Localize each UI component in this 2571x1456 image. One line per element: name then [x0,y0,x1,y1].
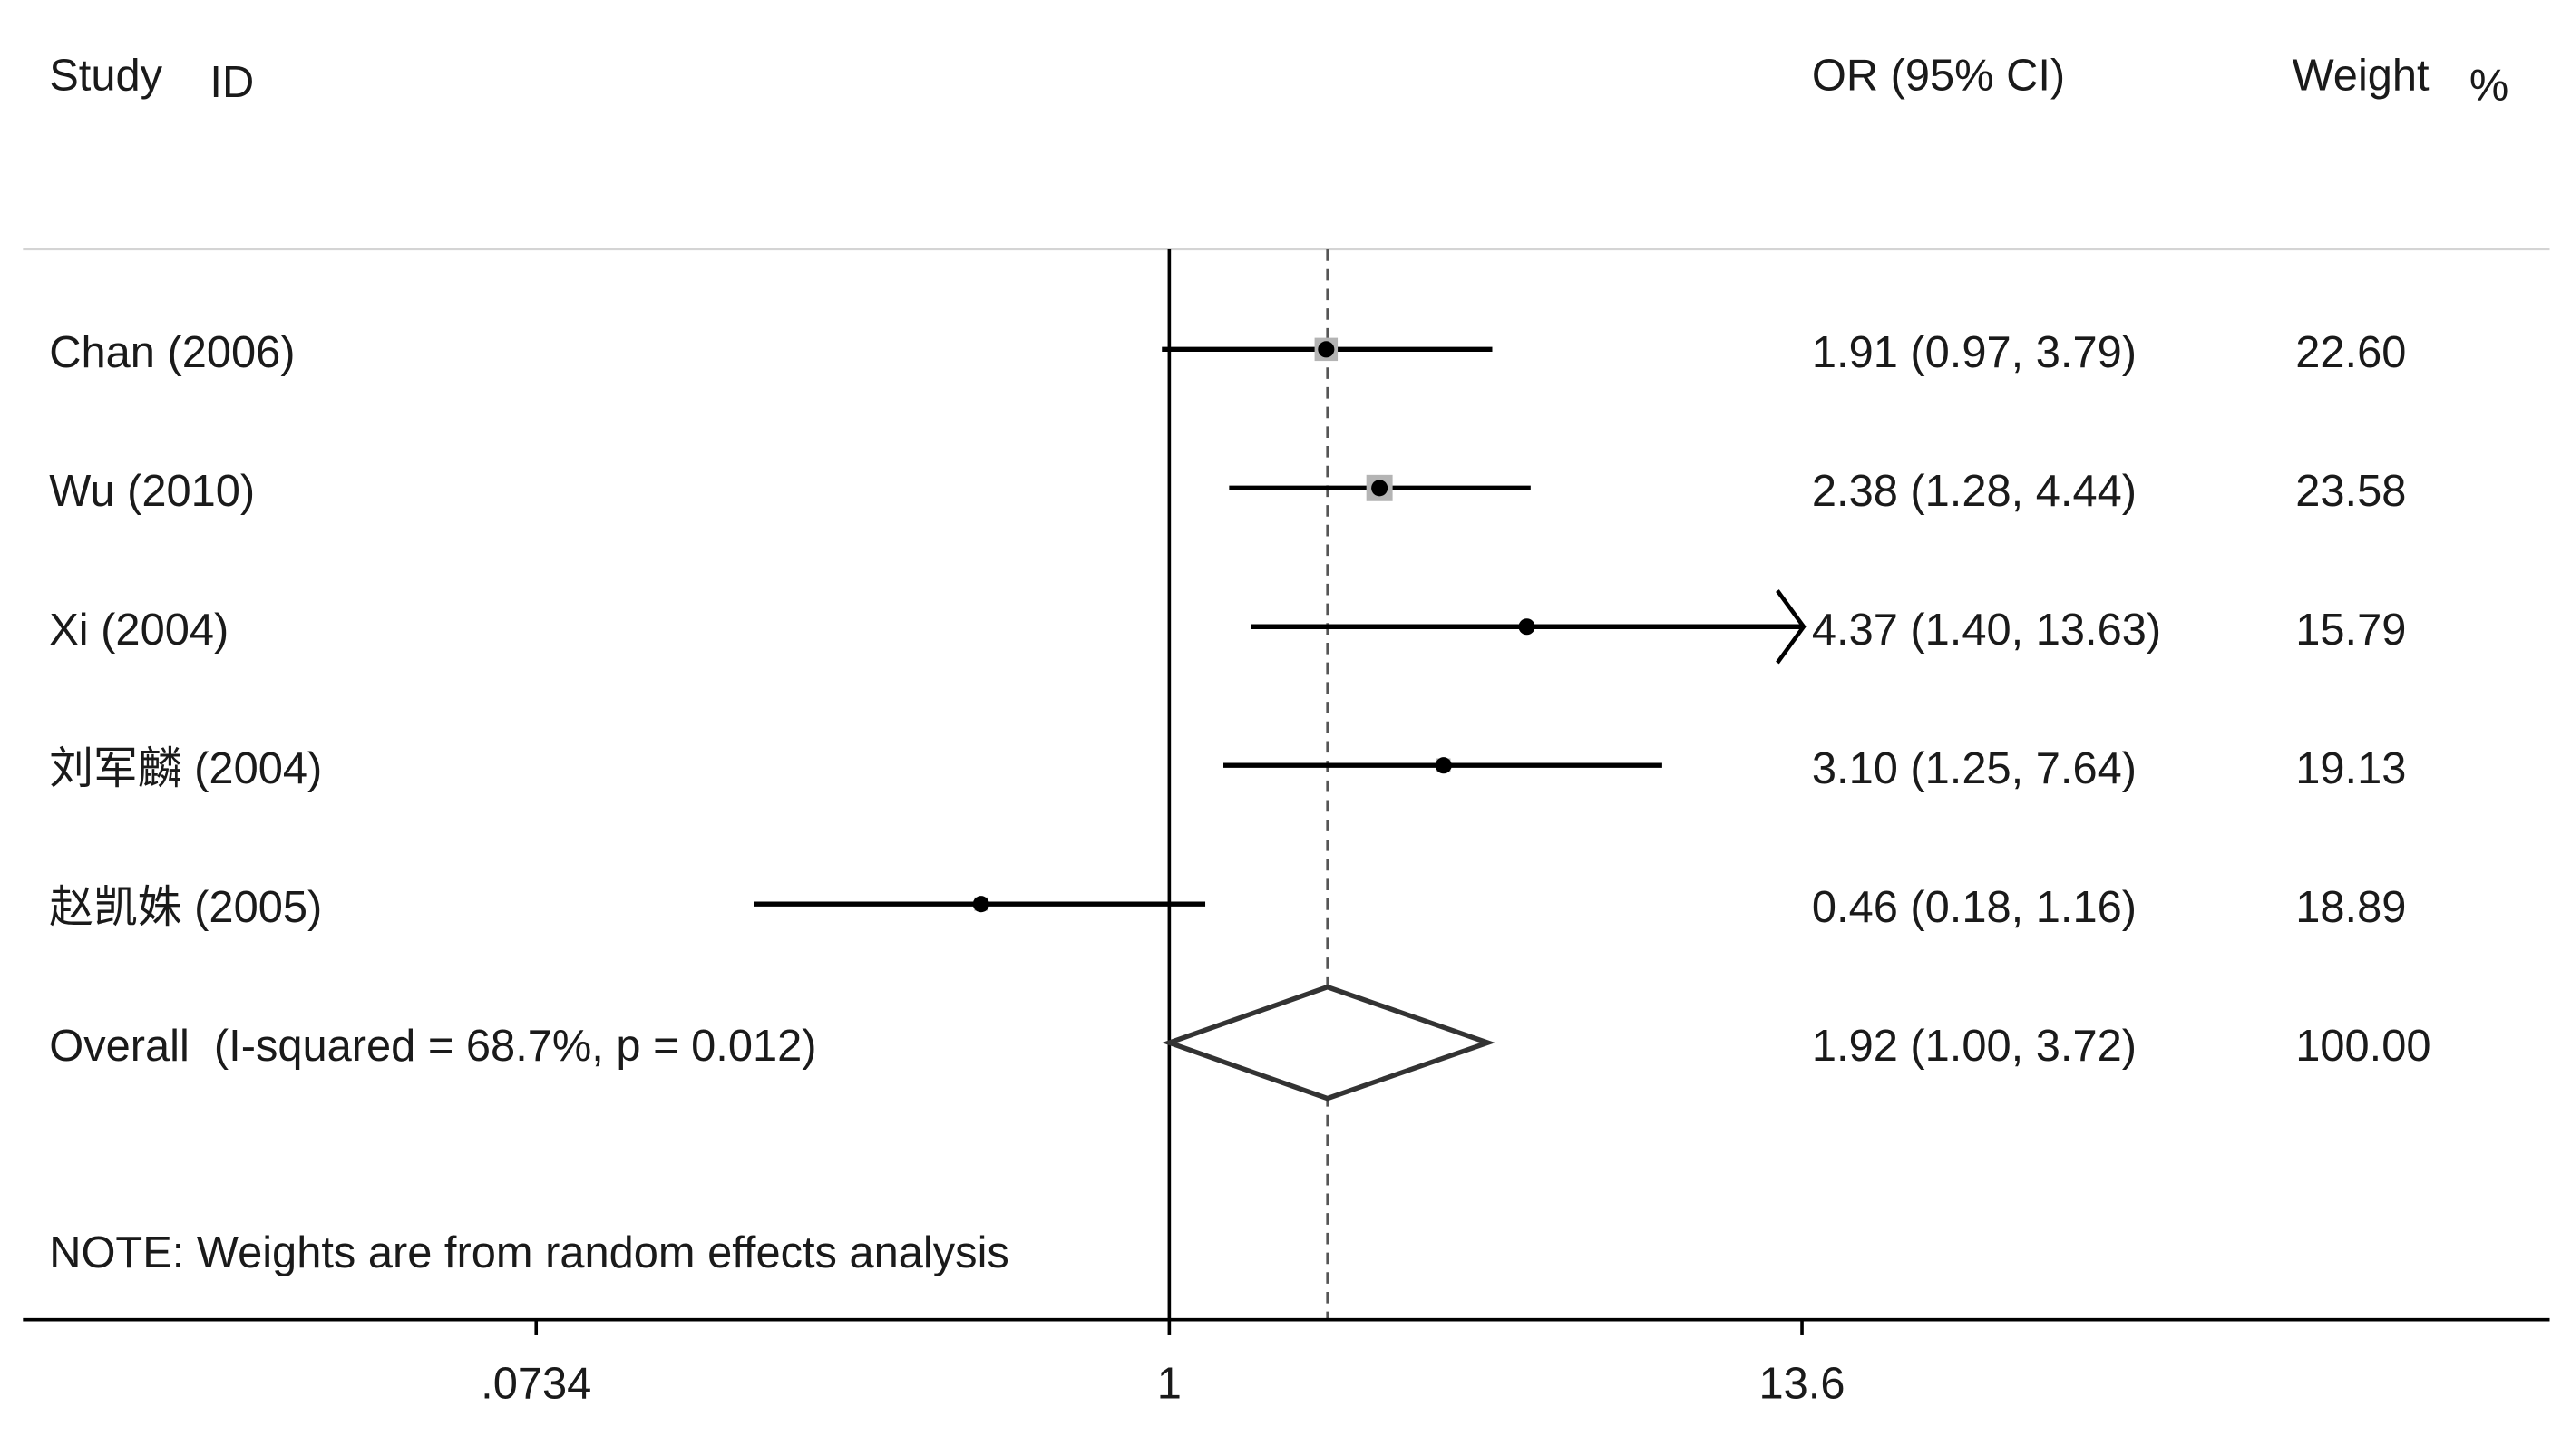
study-or-ci: 2.38 (1.28, 4.44) [1812,467,2137,516]
study-label: 赵凯姝 (2005) [49,883,322,932]
ci-clipped-arrow [1776,589,1807,665]
study-weight: 18.89 [2295,883,2406,932]
study-point-estimate [1371,480,1388,497]
x-tick-label: 1 [1157,1359,1182,1408]
header-id: ID [209,58,254,107]
overall-or-ci: 1.92 (1.00, 3.72) [1812,1022,2137,1071]
study-label: Xi (2004) [49,606,229,655]
header-weight: Weight [2293,52,2430,101]
study-point-estimate [1435,757,1452,774]
plot-marks: .0734 1 13.6 Chan (2006) 1.91 (0.97, 3.79) 22… [23,248,2550,1408]
overall-diamond [1162,984,1495,1102]
overall-weight: 100.00 [2295,1022,2430,1071]
study-weight: 23.58 [2295,467,2406,516]
study-point-estimate [1318,341,1335,358]
column-headers: Study ID OR (95% CI) Weight % [49,52,2508,111]
study-point-estimate [1518,618,1535,636]
x-tick-label: .0734 [481,1359,591,1408]
study-or-ci: 4.37 (1.40, 13.63) [1812,606,2161,655]
study-label: Chan (2006) [49,328,295,377]
overall-label: Overall (I-squared = 68.7%, p = 0.012) [49,1022,816,1071]
weights-note: NOTE: Weights are from random effects an… [49,1228,1009,1277]
header-study: Study [49,52,162,101]
study-weight: 19.13 [2295,744,2406,793]
study-or-ci: 3.10 (1.25, 7.64) [1812,744,2137,793]
header-percent: % [2469,62,2508,111]
header-or-ci: OR (95% CI) [1812,52,2065,101]
x-tick-label: 13.6 [1759,1359,1845,1408]
study-label: Wu (2010) [49,467,255,516]
study-label: 刘军麟 (2004) [49,744,322,793]
study-point-estimate [972,896,989,913]
study-or-ci: 1.91 (0.97, 3.79) [1812,328,2137,377]
study-weight: 15.79 [2295,606,2406,655]
study-or-ci: 0.46 (0.18, 1.16) [1812,883,2137,932]
study-weight: 22.60 [2295,328,2406,377]
